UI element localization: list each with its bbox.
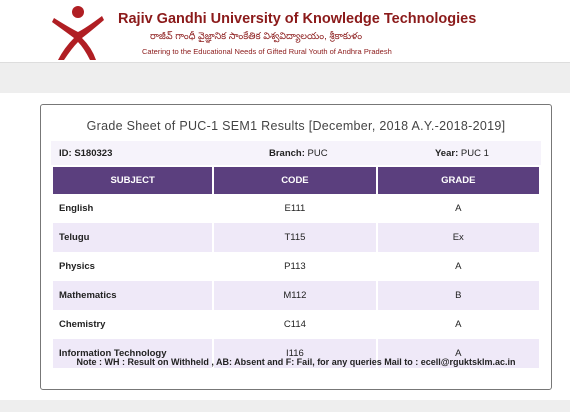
subject-cell: Information Technology [53,339,213,368]
table-row: Physics P113 A [53,252,539,281]
code-cell: T115 [214,223,376,252]
table-row: English E111 A [53,194,539,223]
subject-cell: Chemistry [59,319,106,330]
info-id: ID: S180323 [59,148,112,159]
grade-cell: Ex [377,223,539,252]
table-row: Mathematics M112 B [53,281,539,310]
footer-band [0,400,570,412]
grade-cell: B [377,281,539,310]
subject-cell: Telugu [53,223,213,252]
value: PUC [307,148,328,159]
grade-card: Grade Sheet of PUC-1 SEM1 Results [Decem… [40,104,552,390]
grade-cell: A [455,203,462,214]
telugu-title: రాజీవ్ గాంధీ వైజ్ఞానిక సాంకేతిక విశ్వవిద… [150,31,363,42]
band [0,63,570,93]
sheet-title: Grade Sheet of PUC-1 SEM1 Results [Decem… [86,119,506,133]
code-cell: I116 [214,339,376,368]
code-cell: P113 [284,261,306,272]
code-cell: E111 [284,203,306,214]
value: PUC 1 [460,148,489,159]
header: Rajiv Gandhi University of Knowledge Tec… [0,0,570,63]
table-row: Information Technology I116 A [53,339,539,368]
code-cell: M112 [214,281,376,310]
code-cell: C114 [283,319,306,330]
grade-cell: A [455,319,462,330]
value: S180323 [74,148,113,159]
table-row: Chemistry C114 A [53,310,539,339]
grade-cell: A [377,339,539,368]
header-row: SUBJECT CODE GRADE [53,167,539,194]
label: ID: [59,148,72,159]
column-header: CODE [214,167,376,194]
subject-cell: Physics [59,261,95,272]
university-title: Rajiv Gandhi University of Knowledge Tec… [118,11,477,27]
subject-cell: Mathematics [53,281,213,310]
column-header: SUBJECT [53,167,213,194]
note: Note : WH : Result on Withheld , AB: Abs… [76,357,516,367]
logo [52,6,104,60]
grade-cell: A [455,261,462,272]
label: Year: [435,148,459,159]
grade-table: SUBJECT CODE GRADE English E111 A Telugu T115 Ex… [51,167,541,368]
label: Branch: [269,148,305,159]
info-row: ID: S180323 Branch: PUC Year: PUC 1 [51,141,541,165]
info-year: Year: PUC 1 [435,148,489,159]
tagline: Catering to the Educational Needs of Gif… [142,47,392,56]
subject-cell: English [59,203,94,214]
table-row: Telugu T115 Ex [53,223,539,252]
info-branch: Branch: PUC [269,148,328,159]
column-header: GRADE [377,167,539,194]
